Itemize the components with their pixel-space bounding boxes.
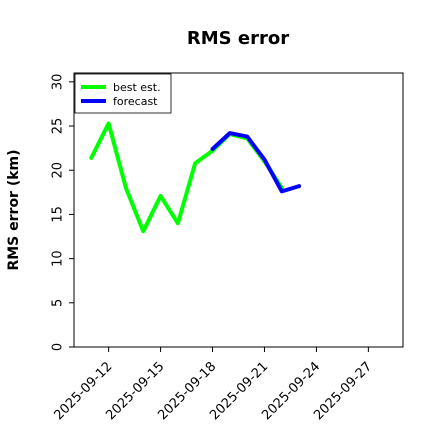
plot-frame [73,72,404,348]
chart-title: RMS error [187,28,289,49]
y-tick-label: 20 [51,162,66,179]
series-line-best-est [89,121,284,234]
legend-label: forecast [113,95,158,108]
y-axis: 0 5 10 15 20 25 30 [51,74,74,351]
y-tick-label: 0 [51,343,66,351]
y-tick-label: 5 [51,299,66,307]
legend-box [74,73,172,114]
y-tick-label: 25 [51,118,66,135]
legend: best est.forecast [74,73,172,114]
y-tick-label: 15 [51,206,66,223]
series-line-forecast [210,131,302,194]
x-axis: 2025-09-122025-09-152025-09-182025-09-21… [51,347,375,423]
series-layer [89,121,302,234]
legend-label: best est. [113,81,161,94]
y-tick-label: 10 [51,250,66,267]
y-axis-label: RMS error (km) [6,149,22,270]
y-tick-label: 30 [51,74,66,91]
